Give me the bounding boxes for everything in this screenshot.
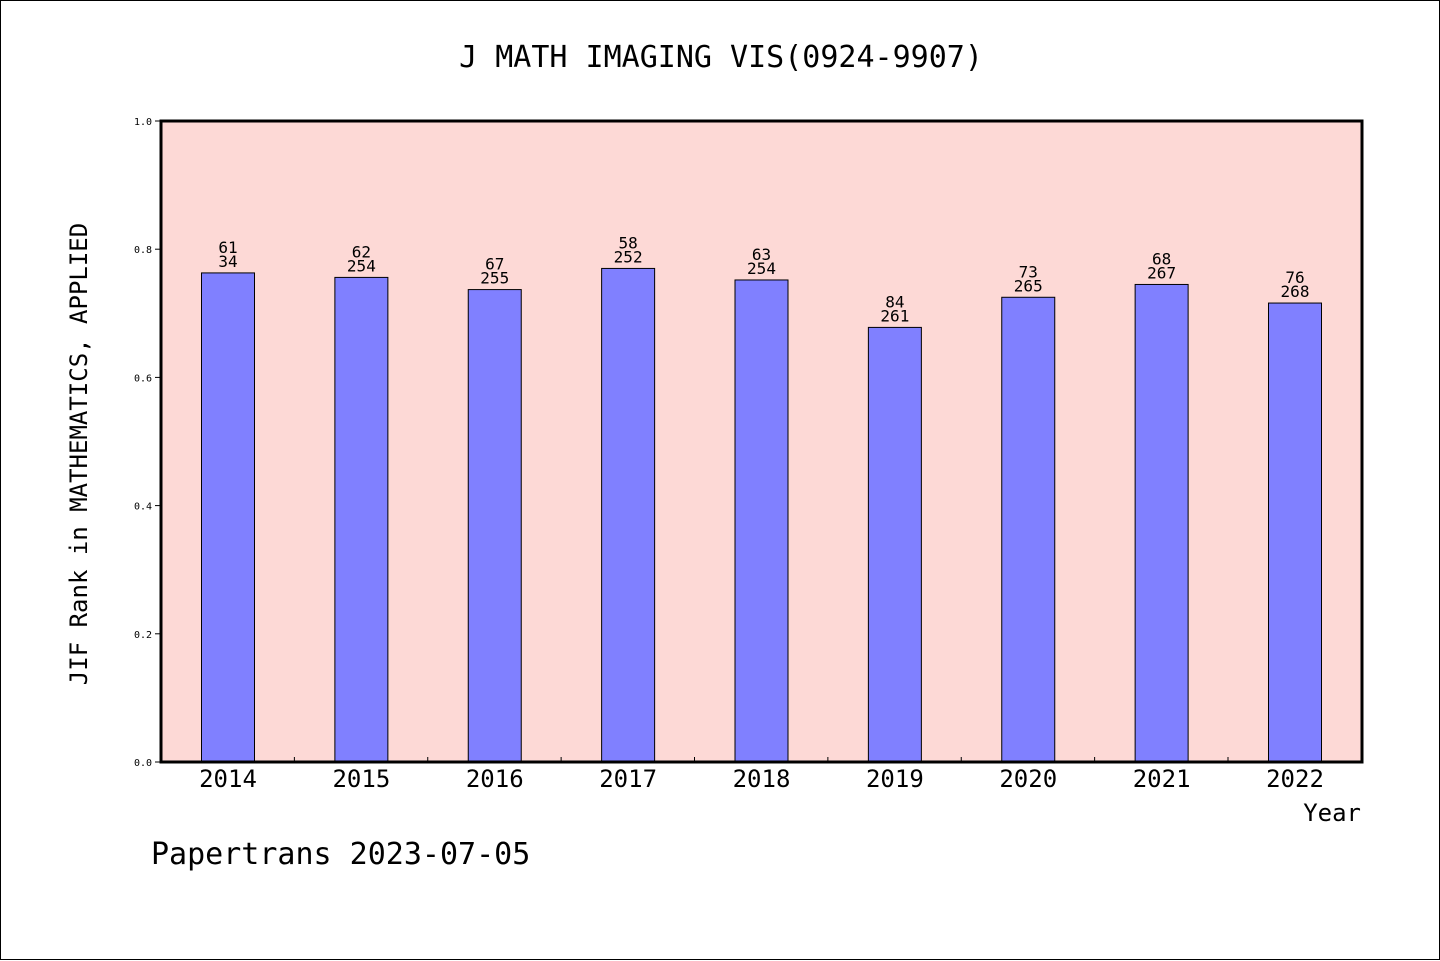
bar-2021 [1134, 283, 1189, 763]
bar-2014 [201, 272, 255, 763]
x-tick-label: 2020 [999, 765, 1057, 793]
bar-rank-label: 84 [885, 292, 904, 311]
bar-total-label: 268 [1281, 282, 1310, 301]
x-tick-label: 2015 [332, 765, 390, 793]
y-tick-label: 0.0 [134, 758, 152, 769]
x-axis-label: Year [1303, 799, 1361, 827]
bar-2017 [601, 267, 656, 763]
bar-rank-label: 62 [352, 242, 371, 261]
bar-rank-label: 58 [618, 233, 637, 252]
x-tick-label: 2021 [1133, 765, 1191, 793]
bar-2016 [467, 289, 522, 763]
bar-rank-label: 63 [752, 245, 771, 264]
bar-total-label: 252 [614, 247, 643, 266]
bars [201, 267, 1322, 763]
bar-total-label: 254 [347, 256, 376, 275]
bar-total-label: 267 [1147, 263, 1176, 282]
bar-rank-label: 68 [1152, 249, 1171, 268]
x-tick-label: 2014 [199, 765, 257, 793]
chart-title: J MATH IMAGING VIS(0924-9907) [459, 40, 983, 75]
axes: 2014 2015 2016 2017 2018 2019 2020 2021 2022 0.0 0… [134, 117, 1324, 793]
bar-total-label: 265 [1014, 276, 1043, 295]
bar-2018 [734, 279, 789, 763]
y-tick-label: 0.4 [134, 502, 152, 513]
footer-credit: Papertrans 2023-07-05 [151, 837, 530, 872]
y-axis-label: JIF Rank in MATHEMATICS, APPLIED [65, 223, 93, 685]
bar-total-label: 255 [480, 269, 509, 288]
bar-2022 [1268, 302, 1322, 763]
bar-2020 [1001, 296, 1056, 763]
y-tick-label: 0.6 [134, 373, 152, 384]
plot-border [159, 119, 1364, 764]
y-tick-label: 0.2 [134, 630, 152, 641]
bar-rank-label: 67 [485, 255, 504, 274]
x-tick-label: 2019 [866, 765, 924, 793]
bar-2015 [334, 276, 389, 763]
x-tick-label: 2022 [1266, 765, 1324, 793]
bar-2019 [867, 326, 922, 763]
bar-rank-label: 73 [1019, 262, 1038, 281]
x-tick-label: 2016 [466, 765, 524, 793]
x-tick-label: 2017 [599, 765, 657, 793]
bar-rank-label: 76 [1285, 268, 1304, 287]
y-tick-label: 1.0 [134, 117, 152, 128]
bar-total-label: 34 [218, 252, 237, 271]
x-tick-label: 2018 [733, 765, 791, 793]
bar-total-label: 261 [880, 306, 909, 325]
bar-rank-label: 61 [218, 238, 237, 257]
bar-total-label: 254 [747, 259, 776, 278]
y-tick-label: 0.8 [134, 245, 152, 256]
